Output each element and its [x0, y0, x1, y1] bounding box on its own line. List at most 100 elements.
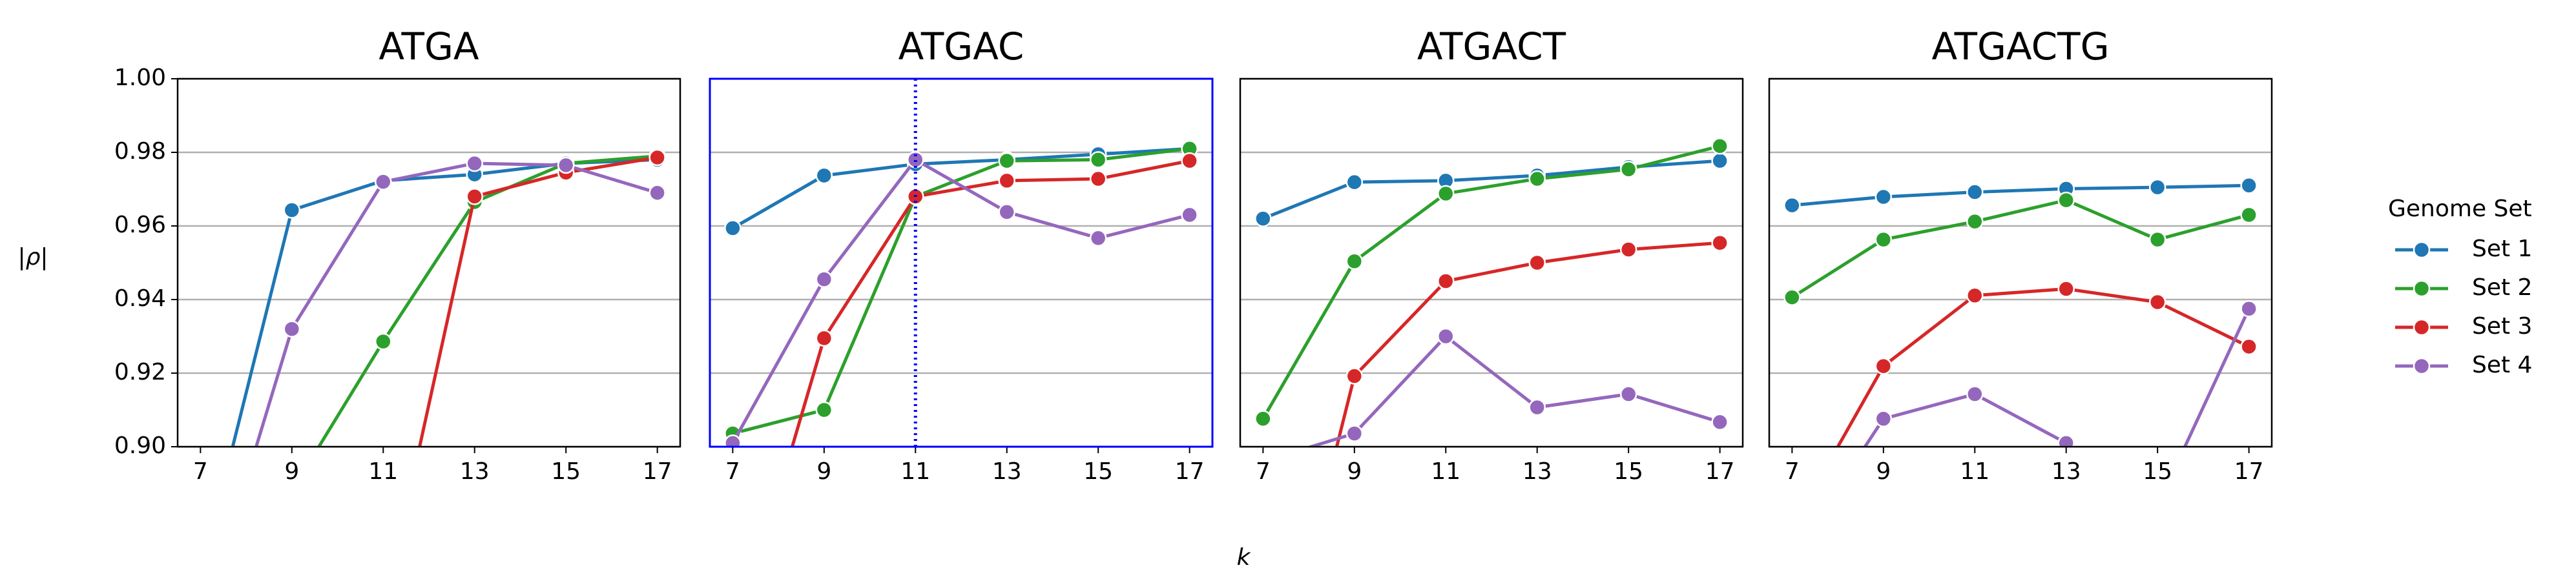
point: [815, 401, 833, 419]
point: [2057, 191, 2075, 209]
point: [998, 152, 1015, 170]
point: [1711, 152, 1729, 170]
point: [649, 148, 666, 167]
x-tick-label: 17: [643, 458, 672, 485]
point: [1711, 234, 1729, 252]
point: [649, 184, 666, 201]
legend-marker: [2413, 280, 2431, 298]
point: [2240, 338, 2258, 356]
point: [1711, 138, 1729, 155]
plot-area: [1254, 138, 1729, 447]
point: [998, 203, 1015, 221]
series-line: [254, 161, 658, 447]
point: [1784, 520, 1800, 535]
point: [815, 167, 833, 185]
point: [1254, 210, 1272, 227]
y-tick-label: 1.00: [114, 65, 166, 91]
point: [815, 270, 833, 288]
point: [1254, 410, 1272, 427]
y-axis-label: |ρ|: [17, 244, 48, 270]
point: [998, 172, 1015, 190]
y-tick-label: 0.94: [114, 285, 166, 312]
point: [1181, 206, 1198, 224]
x-tick-label: 9: [284, 458, 299, 485]
point: [1528, 170, 1546, 188]
x-tick-label: 11: [900, 458, 930, 485]
x-tick-label: 17: [1175, 458, 1205, 485]
legend-label: Set 3: [2472, 313, 2532, 340]
series-line: [1262, 159, 1720, 220]
point: [1711, 413, 1729, 431]
point: [1966, 183, 1984, 201]
x-tick-label: 11: [1431, 458, 1460, 485]
point: [1345, 425, 1364, 442]
x-tick-label: 13: [2051, 458, 2081, 485]
point: [1528, 398, 1546, 416]
series-line: [1262, 144, 1721, 420]
y-tick-label: 0.90: [114, 433, 166, 459]
x-tick-label: 13: [992, 458, 1022, 485]
series-line: [732, 147, 1190, 435]
panel-title: ATGACT: [1417, 25, 1566, 68]
point: [1619, 241, 1637, 258]
point: [2240, 300, 2258, 318]
x-tick-label: 15: [551, 458, 581, 485]
series-line: [1836, 287, 2250, 447]
x-tick-label: 7: [1785, 458, 1800, 485]
panel-frame: [1768, 77, 2273, 448]
x-tick-label: 17: [2234, 458, 2264, 485]
x-tick-label: 17: [1705, 458, 1735, 485]
point: [2057, 434, 2075, 447]
point: [2148, 230, 2166, 249]
plot-area: [231, 147, 666, 498]
x-tick-label: 7: [193, 458, 208, 485]
y-tick-label: 0.98: [114, 138, 166, 165]
point: [375, 173, 392, 190]
x-tick-label: 11: [1960, 458, 1989, 485]
point: [724, 434, 742, 447]
point: [283, 201, 301, 219]
point: [1619, 385, 1637, 403]
point: [1345, 173, 1364, 191]
y-tick-label: 0.92: [114, 359, 166, 385]
plot-area: [1783, 177, 2258, 535]
series-line: [790, 159, 1190, 447]
point: [375, 332, 392, 351]
series-line: [1335, 241, 1720, 447]
panel-frame: [176, 77, 681, 448]
point: [1437, 272, 1455, 290]
x-tick-label: 15: [1083, 458, 1113, 485]
point: [1875, 357, 1893, 375]
series-line: [1863, 308, 2250, 447]
x-tick-label: 15: [2143, 458, 2172, 485]
y-tick-label: 0.96: [114, 212, 166, 238]
x-tick-label: 9: [816, 458, 831, 485]
point: [284, 483, 300, 498]
x-tick-label: 13: [1522, 458, 1552, 485]
point: [1875, 188, 1893, 206]
point: [1966, 212, 1984, 230]
series-line: [731, 158, 1190, 444]
point: [1619, 160, 1637, 178]
point: [1345, 367, 1364, 385]
point: [1089, 170, 1107, 188]
point: [815, 329, 833, 347]
x-tick-label: 9: [1876, 458, 1891, 485]
legend-label: Set 2: [2472, 274, 2532, 301]
point: [2148, 178, 2166, 196]
legend-label: Set 4: [2472, 352, 2532, 378]
series-line: [418, 156, 658, 447]
point: [557, 156, 575, 174]
point: [283, 320, 301, 338]
point: [724, 219, 742, 237]
series-line: [1792, 183, 2249, 207]
point: [1528, 254, 1546, 272]
series-line: [1305, 334, 1721, 447]
point: [1089, 229, 1107, 247]
point: [1875, 410, 1893, 427]
panel-frame: [709, 77, 1214, 448]
x-tick-label: 7: [1256, 458, 1271, 485]
point: [2057, 280, 2075, 298]
legend-marker: [2413, 357, 2431, 375]
